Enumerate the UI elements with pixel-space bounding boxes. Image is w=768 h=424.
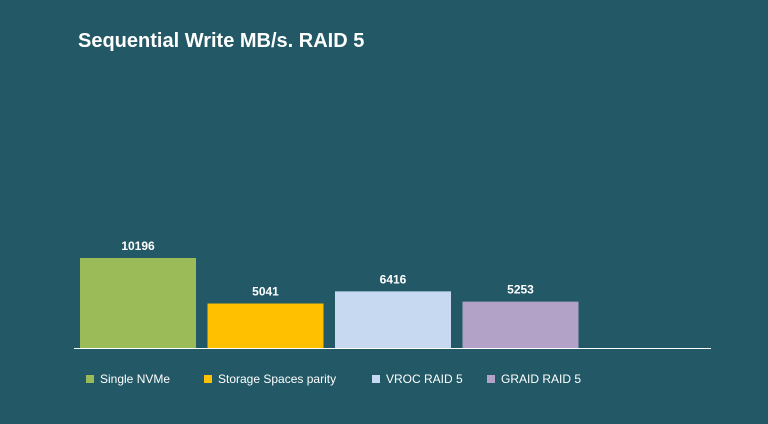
legend-swatch-0 <box>86 375 94 383</box>
bar-1 <box>207 303 324 348</box>
bar-3 <box>462 301 579 348</box>
legend-item-2: VROC RAID 5 <box>372 372 463 386</box>
legend-swatch-1 <box>204 375 212 383</box>
legend-item-3: GRAID RAID 5 <box>487 372 581 386</box>
data-label-1: 5041 <box>252 285 279 299</box>
legend-label-3: GRAID RAID 5 <box>501 372 582 386</box>
legend-item-0: Single NVMe <box>86 372 170 386</box>
data-label-2: 6416 <box>380 272 407 286</box>
legend-item-1: Storage Spaces parity <box>204 372 336 386</box>
legend-swatch-3 <box>487 375 495 383</box>
legend-label-1: Storage Spaces parity <box>218 372 337 386</box>
bar-0 <box>80 258 196 348</box>
legend-label-2: VROC RAID 5 <box>386 372 463 386</box>
bar-2 <box>335 291 451 348</box>
data-label-3: 5253 <box>507 283 534 297</box>
chart-title: Sequential Write MB/s. RAID 5 <box>78 30 365 52</box>
legend-swatch-2 <box>372 375 380 383</box>
legend-label-0: Single NVMe <box>100 372 171 386</box>
chart-legend: Single NVMe Storage Spaces parity VROC RAI… <box>0 372 768 392</box>
data-label-0: 10196 <box>121 239 155 253</box>
